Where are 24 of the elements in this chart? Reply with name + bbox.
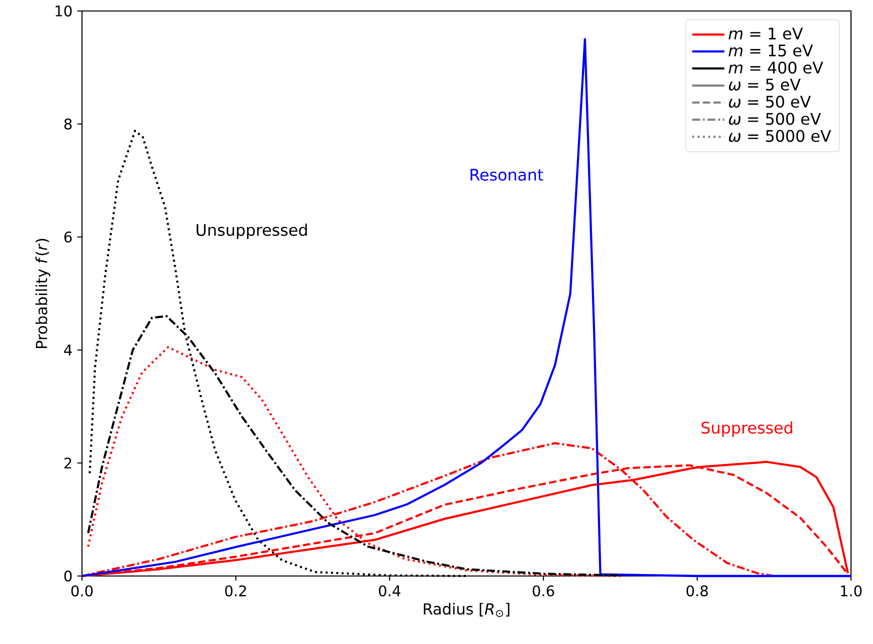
legend-label: m = 400 eV bbox=[728, 62, 824, 74]
x-tick-label: 0.8 bbox=[686, 585, 708, 596]
y-tick-label: 8 bbox=[64, 118, 72, 130]
x-tick-label: 0.6 bbox=[532, 585, 554, 596]
legend-label: m = 1 eV bbox=[728, 28, 803, 40]
legend-label: ω = 50 eV bbox=[728, 96, 811, 108]
x-tick-label: 1.0 bbox=[840, 585, 862, 596]
y-axis-title: Probability f(r) bbox=[35, 238, 50, 348]
y-tick-label: 2 bbox=[64, 458, 72, 468]
x-tick-label: 0.2 bbox=[225, 585, 246, 596]
y-tick-label: 0 bbox=[64, 570, 72, 582]
legend-label: ω = 5 eV bbox=[728, 78, 801, 91]
x-tick-label: 0.4 bbox=[378, 585, 400, 596]
annotation: Unsuppressed bbox=[196, 224, 307, 240]
legend-label: ω = 500 eV bbox=[728, 112, 821, 125]
y-tick-label: 10 bbox=[56, 5, 72, 17]
y-tick-label: 6 bbox=[64, 231, 72, 243]
annotation: Resonant bbox=[470, 168, 544, 181]
y-tick-label: 4 bbox=[64, 344, 72, 356]
x-axis-title: Radius [R$_{⊙}$] bbox=[424, 602, 510, 617]
x-tick-label: 0.0 bbox=[71, 585, 93, 596]
legend-label: ω = 5000 eV bbox=[728, 130, 832, 142]
annotation: Suppressed bbox=[702, 421, 792, 437]
legend-label: m = 15 eV bbox=[728, 44, 813, 56]
